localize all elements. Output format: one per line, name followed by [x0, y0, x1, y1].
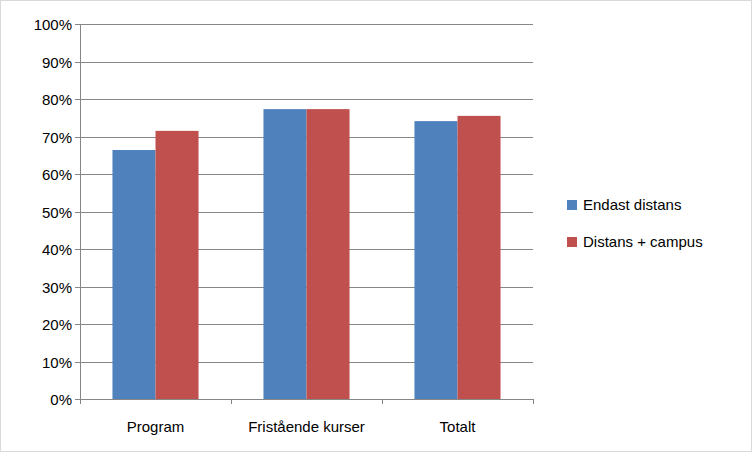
bar [112, 150, 155, 399]
y-tick [75, 362, 80, 363]
chart-container: 0% 10% 20% 30% 40% 50% 60% 70% 80% 90% 100% Program… [0, 0, 752, 452]
y-tick-label: 40% [42, 241, 72, 258]
y-tick [75, 212, 80, 213]
y-tick-label: 30% [42, 279, 72, 296]
bar [414, 121, 457, 399]
x-tick [231, 399, 232, 404]
x-tick [533, 399, 534, 404]
y-tick [75, 137, 80, 138]
y-tick-label: 100% [34, 16, 72, 33]
legend-label: Distans + campus [583, 233, 703, 250]
bar [458, 116, 501, 399]
legend-swatch [567, 237, 577, 247]
x-tick-label: Fristående kurser [248, 418, 365, 435]
x-tick-label: Program [127, 418, 185, 435]
x-axis [80, 399, 533, 400]
grid-line [80, 99, 533, 100]
y-tick [75, 249, 80, 250]
bars [112, 109, 500, 399]
y-tick [75, 24, 80, 25]
y-tick [75, 287, 80, 288]
legend-label: Endast distans [583, 196, 681, 213]
x-tick [382, 399, 383, 404]
chart-border [1, 1, 752, 452]
y-tick [75, 174, 80, 175]
y-axis [80, 24, 81, 399]
y-tick [75, 99, 80, 100]
y-tick [75, 62, 80, 63]
y-tick-label: 70% [42, 129, 72, 146]
chart: 0% 10% 20% 30% 40% 50% 60% 70% 80% 90% 100% Program… [0, 0, 752, 452]
grid-line [80, 62, 533, 63]
y-tick [75, 324, 80, 325]
x-tick [80, 399, 81, 404]
y-tick-label: 80% [42, 91, 72, 108]
legend-swatch [567, 200, 577, 210]
bar [156, 131, 199, 399]
y-tick-label: 50% [42, 204, 72, 221]
x-tick-label: Totalt [440, 418, 477, 435]
y-tick-label: 0% [50, 391, 72, 408]
bar [263, 109, 306, 399]
y-tick-label: 10% [42, 354, 72, 371]
y-tick-label: 60% [42, 166, 72, 183]
y-tick-label: 20% [42, 316, 72, 333]
grid-line [80, 399, 533, 400]
bar [307, 109, 350, 399]
y-tick-label: 90% [42, 54, 72, 71]
y-tick [75, 399, 80, 400]
grid-line [80, 24, 533, 25]
